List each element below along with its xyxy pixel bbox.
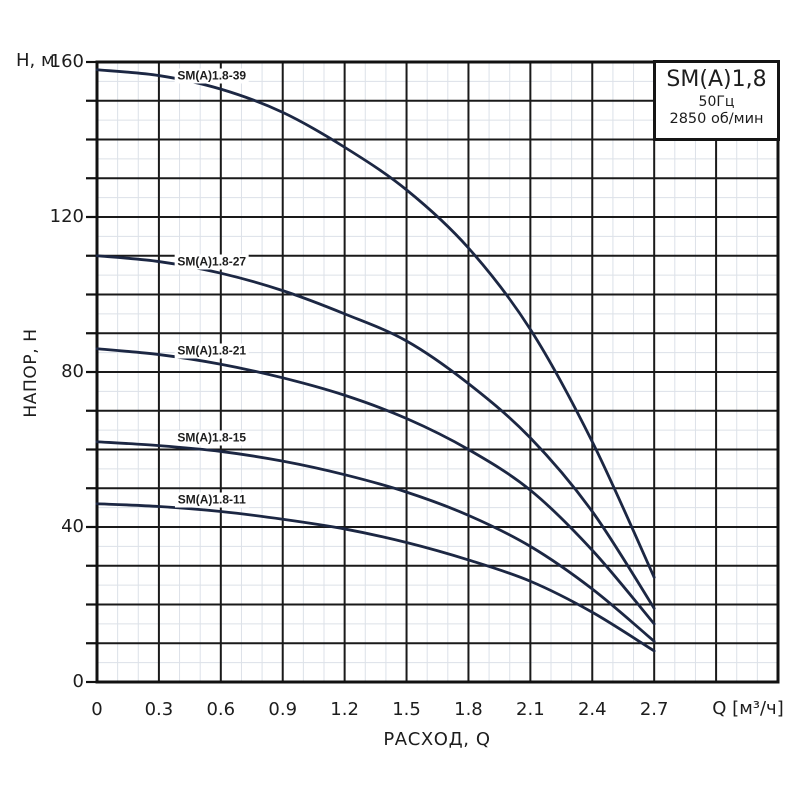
curve-label: SM(A)1.8-39	[174, 68, 250, 84]
curve-label: SM(A)1.8-21	[174, 343, 250, 359]
speed-label: 2850 об/мин	[669, 111, 764, 127]
x-axis-unit: Q [м³/ч]	[712, 698, 784, 719]
y-tick-label: 120	[49, 206, 84, 227]
y-tick-label: 40	[61, 516, 84, 537]
x-tick-label: 1.5	[392, 699, 421, 720]
x-axis-title: РАСХОД, Q	[383, 729, 491, 750]
x-tick-label: 0.3	[144, 699, 174, 720]
curve-SM(A)1.8-21	[95, 347, 656, 626]
y-tick-label: 80	[61, 361, 84, 382]
x-tick-label: 1.2	[330, 699, 359, 720]
frequency-label: 50Гц	[698, 94, 735, 110]
curve-label: SM(A)1.8-11	[174, 492, 249, 508]
x-tick-label: 0	[91, 699, 103, 720]
curve-SM(A)1.8-15	[95, 440, 656, 643]
curve-SM(A)1.8-39	[95, 68, 656, 579]
x-tick-label: 2.1	[516, 699, 545, 720]
y-tick-label: 160	[49, 51, 84, 72]
y-tick-label: 0	[72, 671, 84, 692]
chart-title: SM(A)1,8	[666, 67, 767, 92]
x-tick-label: 2.7	[639, 699, 669, 720]
x-tick-label: 1.8	[454, 699, 483, 720]
y-axis-unit: Н, м	[16, 50, 55, 71]
title-box: SM(A)1,8 50Гц 2850 об/мин	[653, 60, 780, 141]
x-tick-label: 0.9	[268, 699, 298, 720]
curve-SM(A)1.8-11	[95, 502, 656, 653]
curve-label: SM(A)1.8-15	[174, 430, 250, 446]
curve-SM(A)1.8-27	[95, 254, 656, 610]
x-tick-label: 2.4	[577, 699, 607, 720]
x-tick-label: 0.6	[206, 699, 236, 720]
curve-label: SM(A)1.8-27	[174, 254, 250, 270]
